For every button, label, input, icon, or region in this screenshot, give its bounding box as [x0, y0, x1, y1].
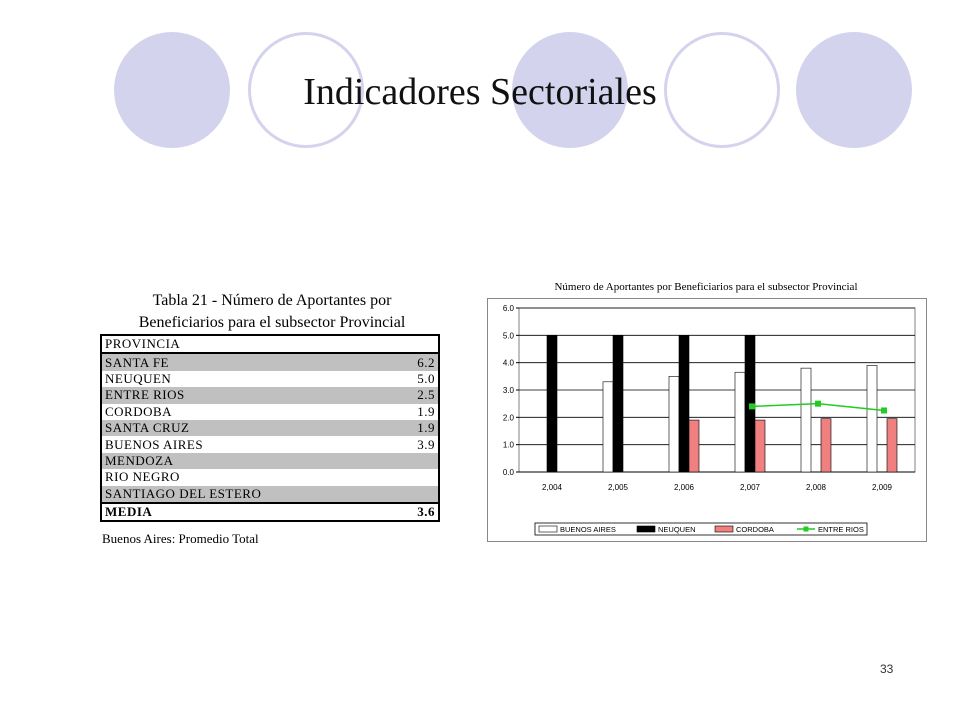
- province-value: 1.9: [417, 403, 435, 419]
- table-row: SANTA FE 6.2: [101, 353, 439, 371]
- legend-box: [534, 522, 868, 536]
- point-entre-rios: [749, 403, 755, 410]
- bar-buenos-aires: [866, 365, 878, 473]
- bar-buenos-aires: [800, 367, 812, 473]
- bar-buenos-aires: [734, 371, 746, 473]
- province-value: 6.2: [392, 353, 439, 371]
- page-number: 33: [880, 662, 894, 676]
- x-tick-label: 2,008: [806, 483, 827, 492]
- province-value: 1.9: [392, 419, 439, 437]
- table-row: NEUQUEN 5.0: [101, 371, 439, 387]
- bar-neuquen: [678, 335, 690, 473]
- y-tick-label: 5.0: [503, 331, 515, 340]
- slide-title: Indicadores Sectoriales: [303, 71, 657, 113]
- decorative-circle-3: [512, 32, 628, 148]
- point-entre-rios: [815, 400, 821, 407]
- province-name: NEUQUEN: [105, 370, 172, 386]
- bar-neuquen: [612, 335, 624, 473]
- table-note: Buenos Aires: Promedio Total: [102, 531, 259, 546]
- decorative-circle-5: [796, 32, 912, 148]
- table-row: RIO NEGRO: [101, 469, 439, 485]
- legend-label-neuquen: NEUQUEN: [658, 525, 696, 534]
- x-tick-label: 2,006: [674, 483, 695, 492]
- table-caption-line-1: Tabla 21 - Número de Aportantes por: [152, 292, 392, 309]
- y-tick-label: 2.0: [503, 413, 515, 422]
- x-tick-label: 2,009: [872, 483, 893, 492]
- x-tick-label: 2,005: [608, 483, 629, 492]
- table-row: BUENOS AIRES 3.9: [101, 436, 439, 452]
- province-name: RIO NEGRO: [105, 469, 180, 485]
- table-media-row: MEDIA 3.6: [101, 501, 439, 522]
- province-value: [392, 485, 439, 503]
- x-tick-label: 2,007: [740, 483, 761, 492]
- decorative-ring-4: [664, 32, 780, 148]
- legend-label-buenos-aires: BUENOS AIRES: [560, 525, 616, 534]
- bar-cordoba: [886, 418, 898, 473]
- y-tick-label: 3.0: [503, 386, 515, 395]
- media-value: 3.6: [392, 501, 439, 522]
- legend-marker-entre-rios: [803, 526, 809, 532]
- table-row: SANTIAGO DEL ESTERO: [101, 485, 439, 503]
- province-name: ENTRE RIOS: [101, 387, 392, 404]
- legend-swatch-buenos-aires: [538, 525, 558, 533]
- chart-svg: 0.0 1.0 2.0 3.0 4.0 5.0 6.0 2,004 2,005 2,006 2,00…: [503, 304, 916, 536]
- bar-cordoba: [820, 418, 832, 473]
- y-tick-label: 1.0: [503, 441, 515, 450]
- table-row: CORDOBA 1.9: [101, 404, 439, 420]
- table-row: ENTRE RIOS 2.5: [101, 387, 439, 404]
- table-header-row: PROVINCIA: [101, 335, 439, 355]
- media-label: MEDIA: [101, 501, 392, 522]
- province-value: 3.9: [417, 436, 435, 452]
- table-row: SANTA CRUZ 1.9: [101, 419, 439, 437]
- decorative-circle-1: [114, 32, 230, 148]
- y-tick-label: 0.0: [503, 468, 515, 477]
- point-entre-rios: [881, 407, 887, 414]
- legend-label-entre-rios: ENTRE RIOS: [818, 525, 864, 534]
- table-caption-line-2: Beneficiarios para el subsector Provinci…: [138, 314, 406, 331]
- bar-cordoba: [754, 419, 766, 473]
- province-value: 2.5: [392, 387, 439, 404]
- province-value: [392, 452, 439, 470]
- province-name: SANTIAGO DEL ESTERO: [101, 485, 392, 503]
- legend-swatch-neuquen: [636, 525, 656, 533]
- bar-neuquen: [546, 335, 558, 473]
- decorative-ring-2: [248, 32, 364, 148]
- provinces-table: PROVINCIA SANTA FE 6.2 NEUQUEN 5.0 ENTRE…: [100, 334, 440, 523]
- table-caption: Tabla 21 - Número de Aportantes por Bene…: [100, 290, 444, 334]
- table-header-cell: PROVINCIA: [101, 335, 439, 355]
- x-tick-label: 2,004: [542, 483, 563, 492]
- province-name: SANTA CRUZ: [101, 419, 392, 437]
- chart-frame: [487, 298, 927, 542]
- table-row: MENDOZA: [101, 452, 439, 470]
- legend-label-cordoba: CORDOBA: [736, 525, 774, 534]
- province-name: BUENOS AIRES: [105, 436, 204, 452]
- province-value: [392, 469, 439, 485]
- bar-buenos-aires: [602, 381, 614, 473]
- y-tick-label: 4.0: [503, 359, 515, 368]
- chart-title: Número de Aportantes por Beneficiarios p…: [554, 281, 858, 293]
- province-name: SANTA FE: [101, 353, 392, 371]
- province-value: 5.0: [417, 370, 435, 386]
- province-name: CORDOBA: [105, 403, 173, 419]
- bar-cordoba: [688, 419, 700, 473]
- legend-swatch-cordoba: [714, 525, 734, 533]
- bar-buenos-aires: [668, 376, 680, 473]
- province-name: MENDOZA: [101, 452, 392, 470]
- y-tick-label: 6.0: [503, 304, 515, 313]
